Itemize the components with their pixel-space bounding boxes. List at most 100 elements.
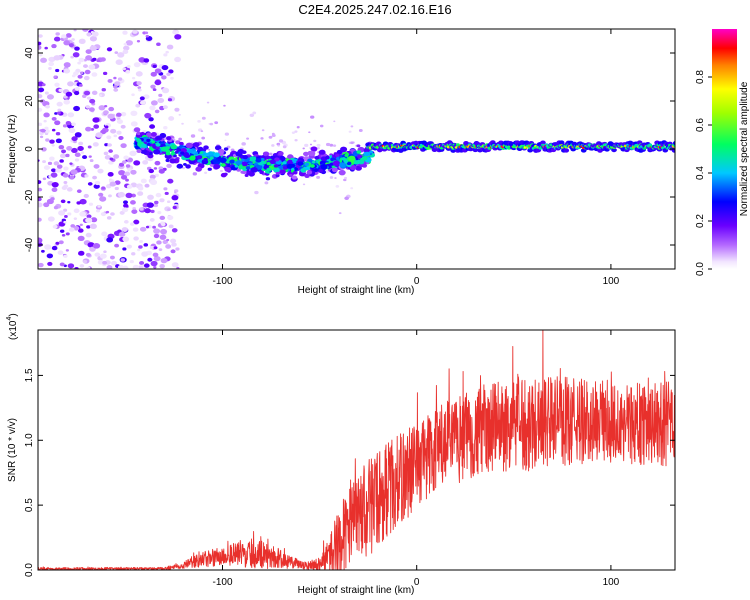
spectrogram-cell bbox=[220, 172, 227, 178]
spectrogram-cell bbox=[144, 208, 151, 214]
spectrogram-cell bbox=[38, 217, 42, 222]
spectrogram-cell bbox=[153, 265, 157, 269]
spectrogram-cell bbox=[123, 220, 129, 224]
spectrogram-cell bbox=[133, 236, 139, 241]
spectrogram-cell bbox=[52, 224, 58, 229]
spectrogram-cell bbox=[203, 145, 209, 150]
spectrogram-cell bbox=[349, 165, 357, 171]
spectrogram-cell bbox=[63, 62, 71, 68]
spectrogram-cell bbox=[563, 148, 570, 153]
spectrogram-cell bbox=[147, 257, 153, 262]
spectrogram-cell bbox=[672, 140, 675, 146]
colorbar-tick-label: 0.8 bbox=[695, 70, 706, 84]
spectrogram-cell bbox=[264, 181, 269, 185]
spectrogram-cell bbox=[144, 183, 150, 188]
spectrogram-cell bbox=[58, 240, 64, 245]
spectrogram-cell bbox=[65, 121, 72, 126]
spectrogram-cell bbox=[331, 167, 338, 173]
spectrogram-cell bbox=[87, 182, 93, 186]
spectrogram-cell bbox=[59, 229, 65, 233]
spectrogram-cell bbox=[241, 142, 246, 146]
spectrogram-cell bbox=[154, 173, 159, 177]
spectrogram-cell bbox=[78, 250, 85, 256]
spectrogram-cell bbox=[141, 251, 149, 257]
spectrogram-cell bbox=[165, 151, 171, 156]
spectrogram-cell bbox=[332, 144, 337, 147]
spectrogram-cell bbox=[153, 167, 158, 170]
colorbar-gradient bbox=[712, 29, 737, 269]
spectrogram-cell bbox=[149, 245, 154, 250]
spectrogram-cell bbox=[45, 129, 50, 133]
spectrogram-cell bbox=[156, 240, 162, 245]
spectrogram-cell bbox=[150, 260, 158, 267]
spectrogram-cell bbox=[286, 159, 294, 165]
spectrogram-cell bbox=[166, 72, 171, 76]
spectrogram-cell bbox=[139, 96, 145, 101]
snr-scale-exponent: 4 bbox=[6, 317, 13, 321]
spectrogram-cell bbox=[163, 53, 168, 57]
spectrogram-cell bbox=[175, 204, 179, 207]
spectrogram-cell bbox=[142, 160, 149, 165]
spectrogram-cell bbox=[73, 208, 80, 214]
spectrogram-cell bbox=[275, 171, 280, 175]
spectrogram-cell bbox=[86, 96, 92, 100]
spectrogram-cell bbox=[71, 147, 78, 154]
spectrogram-cell bbox=[86, 214, 92, 219]
spectrogram-cell bbox=[355, 165, 362, 171]
spectrogram-cell bbox=[97, 168, 104, 174]
spectrogram-cell bbox=[100, 212, 107, 217]
spectrogram-cell bbox=[71, 38, 75, 41]
spectrogram-cell bbox=[282, 145, 287, 149]
spectrogram-x-ticks: -100 0 100 bbox=[212, 29, 620, 287]
spectrogram-cell bbox=[95, 132, 103, 138]
spectrogram-cell bbox=[138, 88, 142, 92]
spectrogram-cell bbox=[106, 47, 113, 52]
spectrogram-cell bbox=[108, 194, 112, 198]
spectrogram-cell bbox=[308, 150, 316, 157]
spectrogram-cell bbox=[122, 67, 127, 71]
spectrogram-cell bbox=[46, 94, 55, 100]
spectrogram-cell bbox=[133, 160, 141, 166]
spectrogram-cell bbox=[120, 258, 126, 262]
spectrogram-cell bbox=[675, 143, 681, 147]
spectrogram-cell bbox=[335, 153, 340, 157]
spectrogram-cell bbox=[348, 155, 356, 162]
spectrogram-cell bbox=[122, 236, 130, 242]
spectrogram-cell bbox=[126, 65, 131, 69]
spectrogram-cell bbox=[344, 153, 349, 157]
spectrogram-cell bbox=[125, 164, 131, 168]
spectrogram-cell bbox=[201, 136, 205, 140]
spectrogram-cell bbox=[242, 170, 247, 175]
snr-x-tick-label: 100 bbox=[603, 577, 620, 588]
spectrogram-cell bbox=[105, 210, 110, 214]
spectrogram-cell bbox=[120, 124, 126, 129]
spectrogram-cell bbox=[77, 235, 85, 242]
spectrogram-cell bbox=[139, 131, 146, 136]
spectrogram-cell bbox=[55, 138, 62, 144]
spectrogram-cell bbox=[260, 157, 265, 162]
spectrogram-cell bbox=[135, 103, 141, 108]
spectrogram-cell bbox=[45, 138, 50, 142]
spectrogram-cell bbox=[167, 215, 174, 221]
spectrogram-cell bbox=[148, 168, 155, 174]
spectrogram-cell bbox=[115, 59, 123, 65]
spectrogram-cell bbox=[125, 192, 133, 199]
spectrogram-cell bbox=[265, 155, 271, 160]
spectrogram-cell bbox=[53, 36, 61, 42]
spectrogram-cell bbox=[85, 252, 91, 257]
spectrogram-cell bbox=[291, 175, 298, 180]
spectrogram-x-tick-label: -100 bbox=[212, 276, 232, 287]
spectrogram-cell bbox=[56, 111, 61, 115]
spectrogram-cell bbox=[123, 45, 130, 51]
spectrogram-cell bbox=[42, 160, 47, 164]
spectrogram-cell bbox=[54, 82, 60, 87]
spectrogram-cell bbox=[376, 147, 383, 153]
spectrogram-cell bbox=[78, 141, 84, 146]
spectrogram-cell bbox=[220, 169, 223, 173]
spectrogram-cell bbox=[63, 220, 67, 224]
spectrogram-cell bbox=[71, 122, 76, 126]
spectrogram-cell bbox=[278, 151, 284, 156]
spectrogram-cell bbox=[48, 67, 52, 70]
spectrogram-cell bbox=[138, 245, 143, 249]
spectrogram-x-tick-label: 100 bbox=[603, 276, 620, 287]
